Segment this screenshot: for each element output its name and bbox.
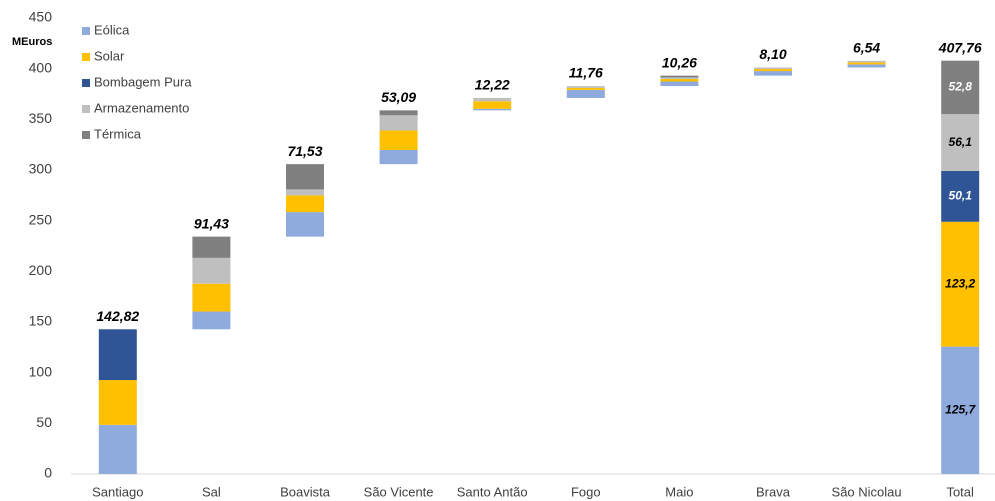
legend-label: Bombagem Pura (94, 74, 192, 89)
bar-segment (660, 78, 699, 82)
bar-segment (660, 75, 699, 78)
total-label: 6,54 (853, 40, 880, 56)
total-label: 407,76 (938, 40, 982, 56)
bar-segment (286, 195, 324, 213)
bar-segment (98, 424, 137, 474)
bar-segment (941, 60, 980, 115)
bar-segment (941, 171, 980, 222)
y-tick-label: 150 (29, 313, 53, 329)
segment-label: 123,2 (945, 276, 975, 290)
bar-segment (379, 149, 418, 165)
bar-segment (941, 221, 980, 347)
y-tick-label: 100 (29, 363, 53, 379)
bar-segment (98, 380, 137, 425)
legend-label: Solar (94, 48, 125, 63)
bar-segment (660, 77, 699, 79)
bar-segment (941, 346, 980, 474)
legend-label: Armazenamento (94, 100, 189, 115)
legend-swatch (82, 131, 90, 139)
total-label: 11,76 (569, 65, 603, 81)
y-tick-label: 200 (29, 262, 53, 278)
bar-segment (566, 89, 605, 98)
y-tick-label: 300 (29, 161, 53, 177)
bar-segment (286, 164, 324, 190)
x-tick-label: Brava (756, 484, 791, 499)
segment-label: 56,1 (949, 135, 973, 149)
total-label: 12,22 (475, 77, 510, 93)
bar-segment (379, 115, 418, 131)
total-label: 142,82 (96, 308, 139, 324)
y-tick-label: 50 (36, 414, 52, 430)
legend-label: Térmica (94, 126, 142, 141)
segment-label: 52,8 (949, 80, 973, 94)
total-label: 10,26 (662, 54, 697, 70)
bar-segment (941, 114, 980, 172)
bar-segment (847, 64, 886, 68)
legend-swatch (82, 105, 90, 113)
legend-swatch (82, 53, 90, 61)
bar-segment (566, 86, 605, 88)
bar-segment (660, 81, 699, 87)
bar-segment (192, 283, 231, 312)
bar-segment (98, 329, 137, 381)
total-label: 53,09 (381, 89, 416, 105)
bar-segment (847, 60, 886, 63)
y-tick-label: 350 (29, 110, 53, 126)
legend-label: Eólica (94, 22, 130, 37)
bar-segment (192, 257, 231, 284)
bar-segment (286, 212, 324, 237)
bar-segment (754, 71, 792, 76)
y-tick-label: 400 (29, 59, 53, 75)
x-tick-label: Santiago (92, 484, 143, 499)
bar-segment (847, 62, 886, 65)
total-label: 91,43 (194, 215, 229, 231)
bar-segment (754, 67, 792, 70)
legend-swatch (82, 27, 90, 35)
x-tick-label: Fogo (571, 484, 601, 499)
x-tick-label: Total (946, 484, 974, 499)
x-tick-label: Boavista (280, 484, 331, 499)
bar-segment (754, 69, 792, 72)
y-axis-label: MEuros (12, 36, 52, 48)
x-tick-label: São Vicente (364, 484, 434, 499)
x-tick-label: Maio (665, 484, 693, 499)
y-tick-label: 0 (44, 465, 52, 481)
legend-swatch (82, 79, 90, 87)
bar-segment (473, 101, 512, 109)
bar-segment (473, 108, 512, 111)
bar-segment (473, 97, 512, 102)
total-label: 8,10 (759, 46, 786, 62)
bar-segment (379, 130, 418, 150)
segment-label: 125,7 (945, 402, 976, 416)
x-tick-label: Sal (202, 484, 221, 499)
bar-segment (192, 236, 231, 258)
bar-segment (379, 110, 418, 116)
x-tick-label: Santo Antão (457, 484, 528, 499)
segment-label: 50,1 (949, 189, 973, 203)
y-tick-label: 250 (29, 211, 53, 227)
y-tick-label: 450 (29, 9, 53, 25)
bar-segment (566, 87, 605, 90)
bar-segment (286, 189, 324, 196)
x-tick-label: São Nicolau (832, 484, 902, 499)
total-label: 71,53 (287, 143, 322, 159)
bar-segment (192, 311, 231, 330)
